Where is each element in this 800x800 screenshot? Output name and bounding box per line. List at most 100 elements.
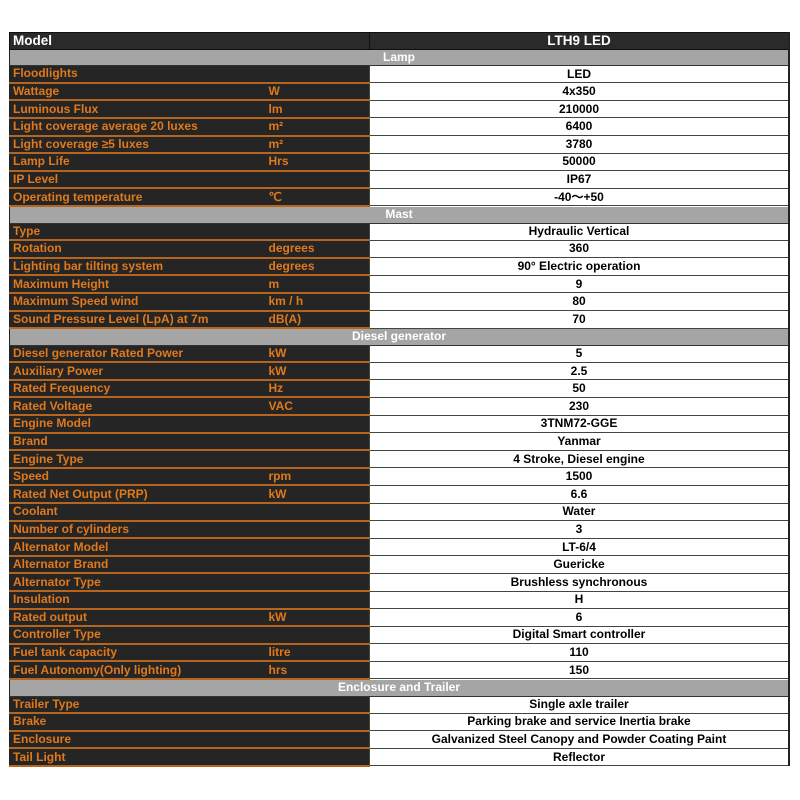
spec-row: Alternator Brand Guericke — [9, 555, 790, 575]
spec-label: Diesel generator Rated Power — [9, 345, 266, 364]
spec-label: Speed — [9, 467, 266, 487]
spec-unit: litre — [265, 643, 370, 663]
spec-unit: hrs — [265, 661, 370, 680]
spec-value: -40～+50 — [369, 187, 790, 207]
spec-label: Sound Pressure Level (LpA) at 7m — [9, 310, 266, 330]
spec-value: Hydraulic Vertical — [369, 222, 790, 241]
spec-unit: degrees — [265, 257, 370, 277]
spec-label: Rotation — [9, 240, 266, 259]
section-header: Lamp — [9, 48, 789, 67]
spec-value: 360 — [369, 239, 790, 259]
spec-unit: degrees — [265, 240, 370, 259]
spec-unit — [265, 538, 370, 557]
spec-value: 9 — [369, 274, 790, 294]
spec-value: 70 — [369, 310, 790, 329]
spec-label: Wattage — [9, 82, 266, 102]
spec-row: Rated Net Output (PRP) kW 6.6 — [9, 484, 790, 505]
spec-row: Maximum Height m 9 — [9, 274, 790, 294]
spec-unit: Hrs — [265, 153, 370, 172]
spec-label: Type — [9, 223, 266, 242]
spec-unit — [265, 555, 370, 575]
spec-label: Fuel tank capacity — [9, 643, 266, 663]
section-header: Enclosure and Trailer — [9, 678, 789, 697]
spec-value: 6400 — [369, 117, 790, 137]
model-label: Model — [9, 32, 370, 50]
spec-label: Number of cylinders — [9, 520, 266, 540]
spec-unit — [265, 573, 370, 592]
spec-unit — [265, 65, 370, 84]
spec-label: Trailer Type — [9, 696, 266, 715]
spec-label: Rated Voltage — [9, 397, 266, 417]
spec-value: 3TNM72-GGE — [369, 414, 790, 434]
spec-row: Number of cylinders 3 — [9, 520, 790, 540]
spec-row: Brake Parking brake and service Inertia b… — [9, 712, 790, 732]
spec-unit — [265, 223, 370, 242]
spec-unit — [265, 450, 370, 469]
model-value: LTH9 LED — [369, 32, 790, 50]
spec-row: Auxiliary Power kW 2.5 — [9, 361, 790, 381]
spec-label: Light coverage average 20 luxes — [9, 117, 266, 137]
spec-row: Engine Type 4 Stroke, Diesel engine — [9, 449, 790, 469]
spec-unit: Hz — [265, 379, 370, 399]
spec-value: LED — [369, 65, 790, 84]
spec-row: Maximum Speed wind km / h 80 — [9, 292, 790, 312]
spec-value: 6.6 — [369, 484, 790, 504]
spec-value: Reflector — [369, 747, 790, 767]
spec-unit: kW — [265, 485, 370, 505]
spec-row: Rated Voltage VAC 230 — [9, 396, 790, 417]
spec-label: Alternator Type — [9, 573, 266, 592]
spec-label: Enclosure — [9, 730, 266, 750]
spec-label: Insulation — [9, 591, 266, 610]
spec-label: Floodlights — [9, 65, 266, 84]
spec-unit: km / h — [265, 292, 370, 312]
spec-label: Brake — [9, 713, 266, 732]
spec-row: Rated Frequency Hz 50 — [9, 379, 790, 399]
spec-row: IP Level IP67 — [9, 170, 790, 190]
spec-label: Rated Net Output (PRP) — [9, 485, 266, 505]
spec-value: Single axle trailer — [369, 695, 790, 714]
spec-value: 230 — [369, 396, 790, 416]
spec-unit — [265, 415, 370, 434]
spec-unit: VAC — [265, 397, 370, 417]
spec-value: 3 — [369, 520, 790, 539]
spec-unit — [265, 713, 370, 732]
spec-row: Brand Yanmar — [9, 432, 790, 452]
spec-value: H — [369, 590, 790, 610]
spec-unit: rpm — [265, 467, 370, 487]
spec-unit: W — [265, 82, 370, 102]
spec-row: Light coverage ≥5 luxes m² 3780 — [9, 135, 790, 155]
spec-unit: kW — [265, 608, 370, 628]
spec-label: IP Level — [9, 170, 266, 190]
spec-value: 80 — [369, 292, 790, 311]
spec-value: 4x350 — [369, 82, 790, 101]
spec-row: Diesel generator Rated Power kW 5 — [9, 344, 790, 364]
spec-label: Engine Type — [9, 450, 266, 469]
spec-unit: ℃ — [265, 188, 370, 207]
spec-unit: dB(A) — [265, 310, 370, 330]
spec-label: Lighting bar tilting system — [9, 257, 266, 277]
spec-value: 110 — [369, 643, 790, 662]
section-title: Mast — [9, 205, 789, 224]
spec-row: Rated output kW 6 — [9, 608, 790, 628]
spec-row: Tail Light Reflector — [9, 747, 790, 767]
spec-value: Brushless synchronous — [369, 572, 790, 592]
spec-label: Rated Frequency — [9, 379, 266, 399]
spec-row: Type Hydraulic Vertical — [9, 222, 790, 242]
spec-unit: lm — [265, 100, 370, 119]
spec-row: Floodlights LED — [9, 65, 790, 84]
spec-value: Yanmar — [369, 432, 790, 451]
spec-row: Alternator Model LT-6/4 — [9, 537, 790, 557]
spec-row: Coolant Water — [9, 502, 790, 522]
spec-row: Fuel Autonomy(Only lighting) hrs 150 — [9, 660, 790, 680]
spec-row: Sound Pressure Level (LpA) at 7m dB(A) 70 — [9, 310, 790, 330]
spec-row: Rotation degrees 360 — [9, 239, 790, 259]
section-title: Lamp — [9, 48, 789, 67]
spec-row: Engine Model 3TNM72-GGE — [9, 414, 790, 434]
spec-unit: kW — [265, 362, 370, 381]
section-title: Diesel generator — [9, 327, 789, 346]
spec-value: 2.5 — [369, 361, 790, 381]
spec-unit: m — [265, 275, 370, 294]
spec-value: 3780 — [369, 135, 790, 154]
spec-label: Alternator Brand — [9, 555, 266, 575]
spec-unit — [265, 432, 370, 452]
